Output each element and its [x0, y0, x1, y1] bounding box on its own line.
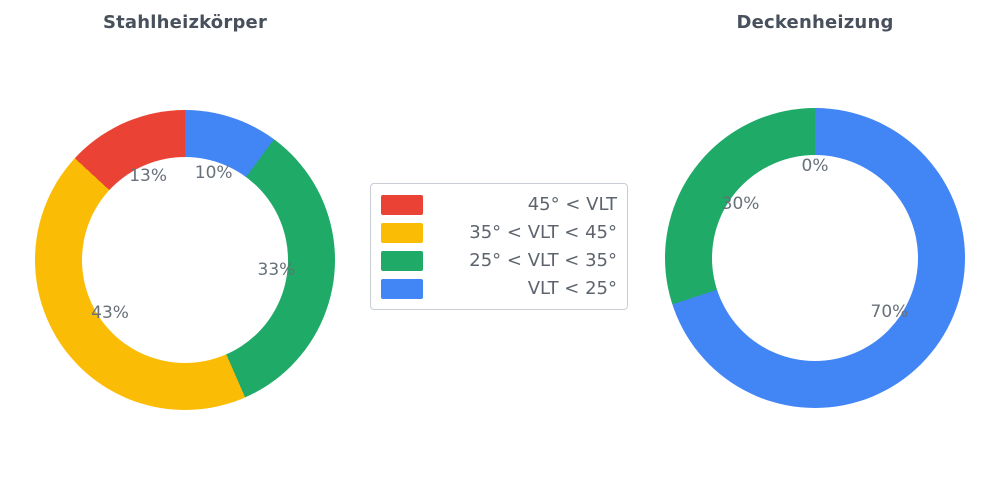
slice-labels: 70% 30% 0% [665, 108, 965, 408]
slice-label: 10% [194, 162, 233, 183]
legend-swatch [381, 278, 423, 299]
slice-label: 70% [870, 302, 909, 323]
legend-label: 35° < VLT < 45° [469, 222, 617, 243]
donut-chart-deckenheizung: 70% 30% 0% [665, 108, 965, 408]
donut-hole [82, 157, 288, 363]
legend-label: VLT < 25° [527, 278, 617, 299]
legend-item: 25° < VLT < 35° [381, 250, 617, 271]
legend-swatch [381, 250, 423, 271]
slice-label: 33% [257, 260, 296, 281]
slice-labels: 10% 33% 43% 13% [35, 110, 335, 410]
legend-swatch [381, 222, 423, 243]
slice-label: 30% [721, 193, 760, 214]
legend-item: 35° < VLT < 45° [381, 222, 617, 243]
slice-label: 43% [91, 303, 129, 324]
legend-label: 45° < VLT [527, 194, 617, 215]
legend-label: 25° < VLT < 35° [469, 250, 617, 271]
donut-hole [712, 155, 918, 361]
slice-label: 0% [801, 156, 829, 176]
chart-title-stahlheizkoerper: Stahlheizkörper [102, 12, 268, 33]
legend-swatch [381, 194, 423, 215]
legend-item: 45° < VLT [381, 194, 617, 215]
chart-legend: 45° < VLT 35° < VLT < 45° 25° < VLT < 35° V… [370, 183, 628, 310]
chart-title-deckenheizung: Deckenheizung [736, 12, 894, 33]
slice-label: 13% [129, 165, 168, 186]
donut-chart-stahlheizkoerper: 10% 33% 43% 13% [35, 110, 335, 410]
legend-item: VLT < 25° [381, 278, 617, 299]
